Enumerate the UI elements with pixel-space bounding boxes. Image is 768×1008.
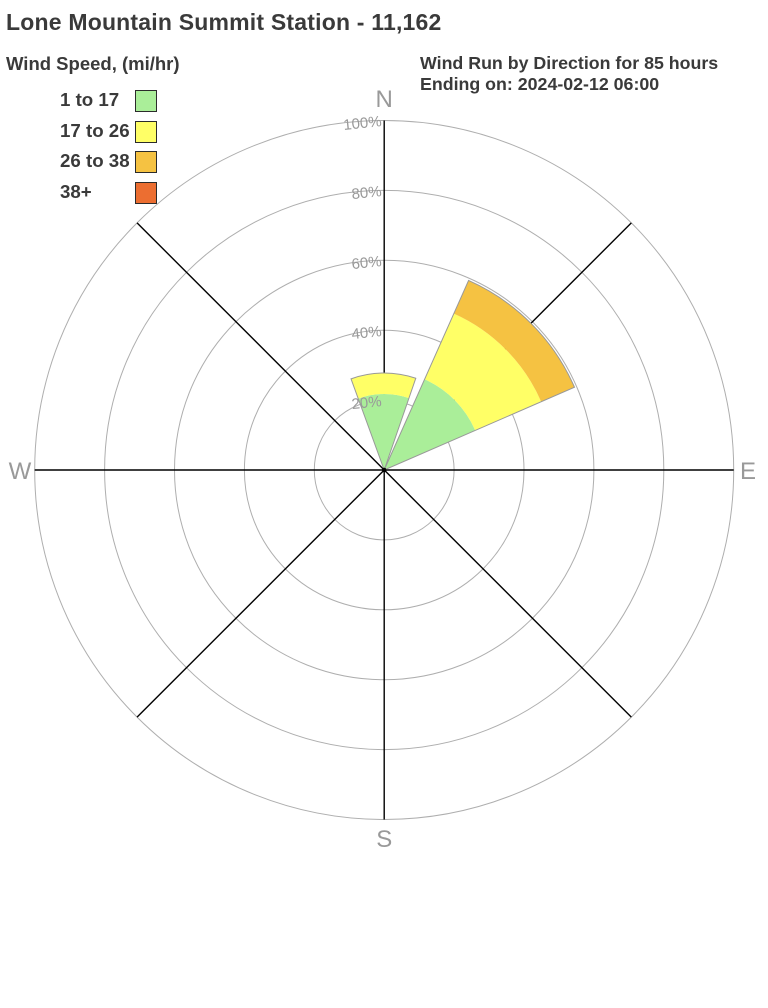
svg-text:60%: 60% bbox=[351, 253, 383, 273]
svg-text:E: E bbox=[740, 458, 756, 485]
svg-text:W: W bbox=[9, 458, 32, 485]
svg-text:S: S bbox=[376, 826, 392, 853]
svg-text:100%: 100% bbox=[342, 113, 382, 134]
svg-text:20%: 20% bbox=[351, 393, 383, 413]
svg-text:N: N bbox=[376, 86, 393, 113]
svg-text:40%: 40% bbox=[351, 323, 383, 343]
svg-text:80%: 80% bbox=[351, 183, 383, 203]
